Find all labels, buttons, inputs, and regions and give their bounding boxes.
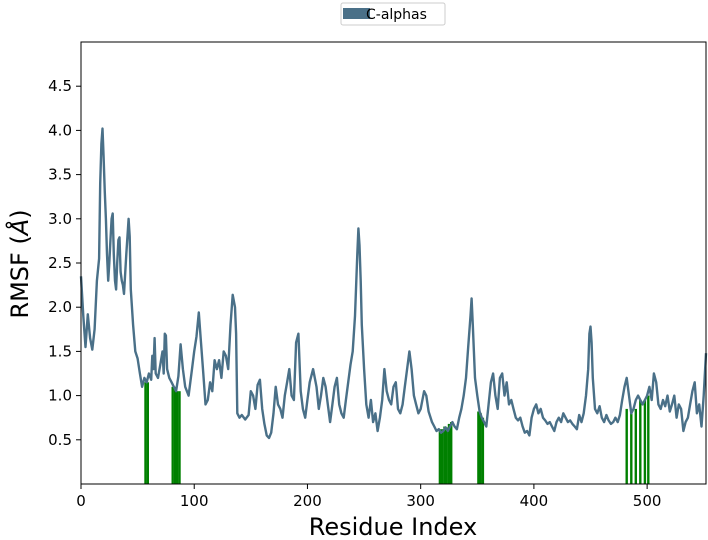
y-tick-label: 3.5 — [48, 166, 72, 184]
x-axis-ticks: 0 100 200 300 400 500 — [76, 484, 661, 510]
highlight-bar — [171, 386, 174, 484]
highlight-bar — [443, 426, 446, 484]
highlight-bar — [441, 429, 444, 484]
highlight-bars — [144, 382, 650, 484]
y-axis-title-unit: Å — [5, 219, 34, 237]
highlight-bar — [639, 400, 642, 484]
y-axis-title: RMSF (Å) — [5, 209, 34, 318]
y-tick-label: 4.0 — [48, 121, 72, 139]
highlight-bar — [445, 427, 448, 484]
highlight-bar — [447, 423, 451, 484]
highlight-bar — [173, 386, 177, 484]
x-tick-label: 0 — [76, 492, 86, 510]
highlight-bar — [630, 413, 633, 484]
highlight-bar — [643, 400, 647, 484]
x-tick-label: 200 — [293, 492, 322, 510]
highlight-bar — [144, 382, 147, 484]
y-axis-ticks: 0.5 1.0 1.5 2.0 2.5 3.0 3.5 4.0 4.5 — [48, 77, 81, 449]
highlight-bar — [481, 417, 485, 484]
y-tick-label: 3.0 — [48, 210, 72, 228]
y-axis-title-main: RMSF ( — [6, 235, 34, 318]
legend: C-alphas — [340, 2, 446, 26]
y-tick-label: 1.0 — [48, 387, 72, 405]
highlight-bar — [438, 429, 442, 484]
y-tick-label: 0.5 — [48, 431, 72, 449]
x-tick-label: 100 — [180, 492, 209, 510]
y-tick-label: 2.0 — [48, 298, 72, 316]
highlight-bar — [146, 382, 149, 484]
highlight-bar — [479, 413, 482, 484]
y-axis-title-close: ) — [6, 209, 34, 218]
x-tick-label: 300 — [406, 492, 435, 510]
y-tick-label: 1.5 — [48, 342, 72, 360]
x-tick-label: 400 — [520, 492, 549, 510]
highlight-bar — [625, 408, 628, 484]
highlight-bar — [477, 411, 480, 484]
legend-swatch-c-alphas — [343, 8, 370, 19]
highlight-bar — [178, 391, 181, 484]
x-tick-label: 500 — [633, 492, 662, 510]
highlight-bar — [634, 408, 637, 484]
x-axis-title: Residue Index — [309, 513, 477, 540]
highlight-bar — [647, 395, 650, 484]
highlight-bar — [176, 391, 179, 484]
y-tick-label: 4.5 — [48, 77, 72, 95]
highlight-bar — [450, 422, 453, 484]
series-line-c-alphas — [79, 127, 708, 440]
legend-label-c-alphas: C-alphas — [366, 7, 427, 23]
y-tick-label: 2.5 — [48, 254, 72, 272]
